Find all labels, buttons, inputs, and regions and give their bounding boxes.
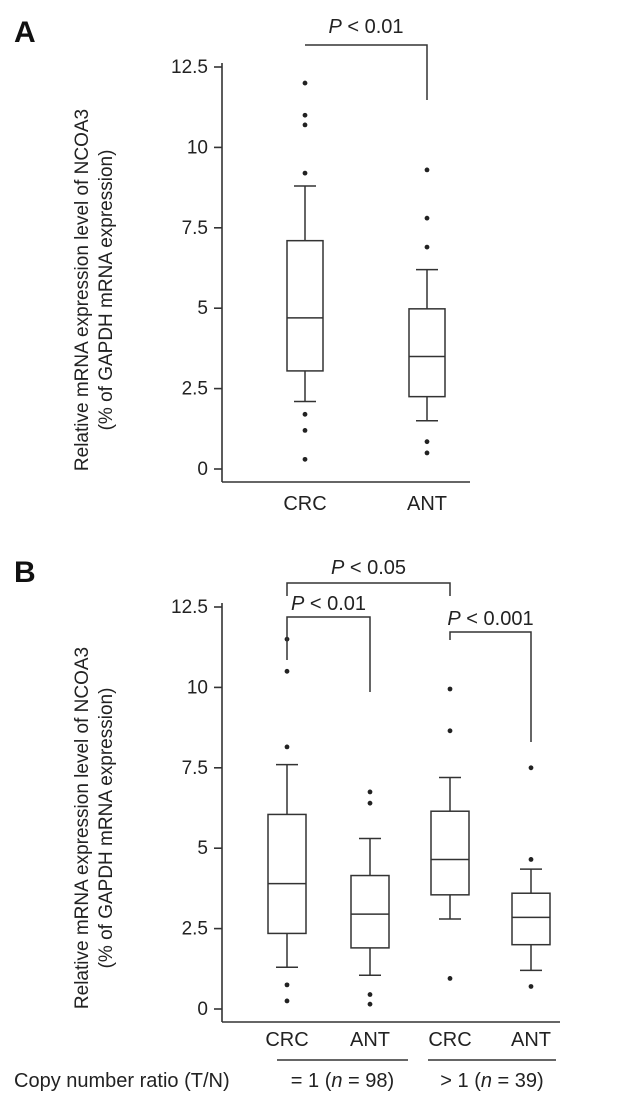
outlier-point xyxy=(424,439,430,445)
panel-b-ylabel-line2: (% of GAPDH mRNA expression) xyxy=(96,688,117,969)
group-label: > 1 (n = 39) xyxy=(440,1070,543,1092)
panel-b-box-1: CRC xyxy=(265,636,309,1051)
outlier-point xyxy=(284,982,290,988)
panel-b-box-3: CRC xyxy=(428,686,472,1051)
panel-a-y-axis-title: Relative mRNA expression level of NCOA3 … xyxy=(72,109,117,471)
group-label-n: n xyxy=(481,1070,492,1092)
panel-a-y-tick-label: 0 xyxy=(197,459,208,480)
outlier-point xyxy=(424,244,430,250)
outlier-point xyxy=(424,450,430,456)
category-label: ANT xyxy=(407,493,447,515)
outlier-point xyxy=(302,122,308,128)
pvalue-symbol: P xyxy=(447,608,461,630)
panel-b-pvalue-label: P < 0.001 xyxy=(447,608,533,630)
outlier-point xyxy=(528,857,534,862)
panel-b-ylabel-line1: Relative mRNA expression level of NCOA3 xyxy=(72,647,93,1009)
panel-b-y-axis-title: Relative mRNA expression level of NCOA3 … xyxy=(72,647,117,1009)
panel-letter-a: A xyxy=(14,16,36,49)
pvalue-symbol: P xyxy=(331,557,345,579)
outlier-point xyxy=(447,976,453,981)
group-label-pre: > 1 ( xyxy=(440,1070,481,1092)
group-label-pre: = 1 ( xyxy=(291,1070,332,1092)
group-label: = 1 (n = 98) xyxy=(291,1070,394,1092)
outlier-point xyxy=(447,686,453,692)
group-label-n: n xyxy=(331,1070,342,1092)
category-label: ANT xyxy=(511,1029,551,1051)
panel-b-pvalue-label: P < 0.05 xyxy=(331,557,406,579)
category-label: CRC xyxy=(428,1029,471,1051)
category-label: ANT xyxy=(350,1029,390,1051)
panel-b-pvalue-label: P < 0.01 xyxy=(291,593,366,615)
panel-b-pvalue-bracket xyxy=(449,631,532,742)
pvalue-text: < 0.001 xyxy=(461,608,534,630)
panel-a-ylabel-line2: (% of GAPDH mRNA expression) xyxy=(96,150,117,431)
panel-a-pvalue-label: P < 0.01 xyxy=(328,16,403,38)
outlier-point xyxy=(302,112,308,118)
outlier-point xyxy=(284,998,290,1004)
outlier-point xyxy=(367,800,373,806)
pvalue-text: < 0.01 xyxy=(342,16,404,38)
panel-a-y-tick-label: 2.5 xyxy=(182,379,208,400)
outlier-point xyxy=(447,728,453,734)
group-label-post: = 39) xyxy=(492,1070,544,1092)
panel-a-y-tick-label: 12.5 xyxy=(171,57,208,78)
panel-a-ylabel-line1: Relative mRNA expression level of NCOA3 xyxy=(72,109,93,471)
copy-number-row-label: Copy number ratio (T/N) xyxy=(14,1070,230,1092)
category-label: CRC xyxy=(283,493,326,515)
panel-b-pvalue-bracket xyxy=(286,582,451,596)
iqr-box xyxy=(408,308,446,398)
outlier-point xyxy=(302,411,308,417)
pvalue-text: < 0.01 xyxy=(304,593,366,615)
panel-b: B Relative mRNA expression level of NCOA… xyxy=(14,556,560,1092)
iqr-box xyxy=(511,892,551,946)
panel-b-y-tick-label: 10 xyxy=(187,677,208,698)
panel-b-y-tick-label: 2.5 xyxy=(182,919,208,940)
panel-letter-b: B xyxy=(14,556,36,589)
iqr-box xyxy=(286,239,324,372)
panel-a-pvalue-bracket xyxy=(305,44,428,100)
panel-b-pvalue-bracket xyxy=(286,616,371,692)
iqr-box xyxy=(430,810,470,896)
outlier-point xyxy=(367,1001,373,1007)
outlier-point xyxy=(302,80,308,86)
outlier-point xyxy=(367,992,373,997)
pvalue-symbol: P xyxy=(328,16,342,38)
panel-b-box-4: ANT xyxy=(511,765,551,1051)
outlier-point xyxy=(284,744,290,750)
panel-a-y-tick-label: 7.5 xyxy=(182,218,208,239)
outlier-point xyxy=(528,765,534,771)
panel-a-y-tick-label: 5 xyxy=(197,298,208,319)
panel-a-y-tick-label: 10 xyxy=(187,137,208,158)
outlier-point xyxy=(528,984,534,989)
outlier-point xyxy=(424,215,430,221)
panel-a-box-1: CRC xyxy=(283,80,327,515)
panel-b-y-tick-label: 12.5 xyxy=(171,597,208,618)
outlier-point xyxy=(302,428,308,433)
panel-b-box-2: ANT xyxy=(350,789,390,1051)
panel-a: A Relative mRNA expression level of NCOA… xyxy=(14,16,470,515)
pvalue-symbol: P xyxy=(291,593,305,615)
panel-a-box-2: ANT xyxy=(407,167,447,515)
outlier-point xyxy=(302,170,308,176)
outlier-point xyxy=(284,668,290,674)
panel-a-plot: 0 2.5 5 7.5 10 12.5 CRC ANT P < 0.01 xyxy=(171,16,470,515)
outlier-point xyxy=(424,167,430,173)
iqr-box xyxy=(267,813,307,935)
panel-b-y-tick-label: 5 xyxy=(197,838,208,859)
group-label-post: = 98) xyxy=(343,1070,395,1092)
panel-b-y-tick-label: 7.5 xyxy=(182,758,208,779)
outlier-point xyxy=(367,789,373,795)
pvalue-text: < 0.05 xyxy=(344,557,406,579)
iqr-box xyxy=(350,874,390,949)
panel-b-y-tick-label: 0 xyxy=(197,999,208,1020)
outlier-point xyxy=(302,456,308,462)
category-label: CRC xyxy=(265,1029,308,1051)
